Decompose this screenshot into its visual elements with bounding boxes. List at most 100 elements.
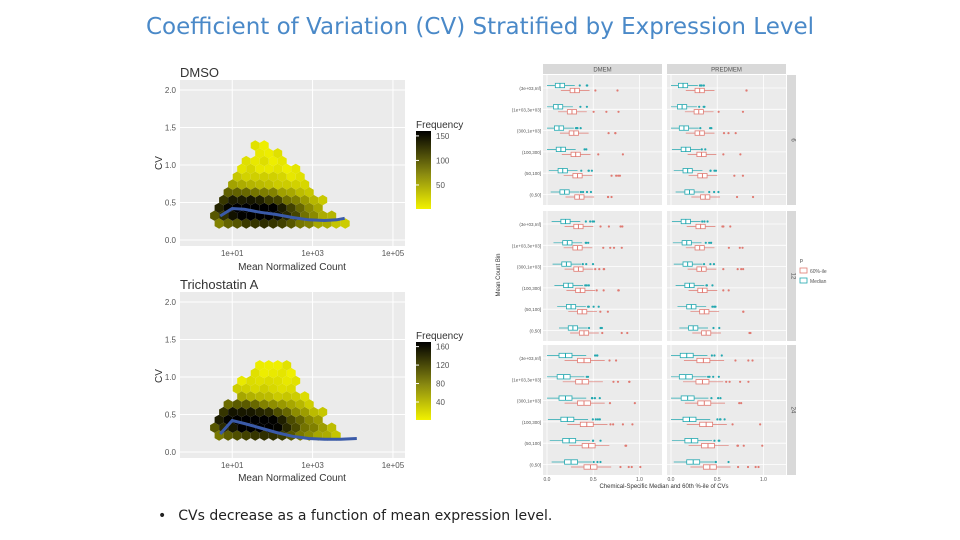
- tsa-hexbin: [241, 383, 251, 394]
- dmso-hexbin: [250, 155, 260, 167]
- tsa-hexbin: [282, 391, 292, 402]
- dmso-hexbin: [268, 171, 278, 182]
- dmso-hexbin: [210, 210, 220, 221]
- tsa-hexbin: [277, 399, 287, 410]
- box-outlier: [720, 354, 723, 357]
- box-outlier: [711, 284, 714, 287]
- boxplot-xtick-label: 0.0: [668, 477, 675, 483]
- tsa-legend-title: Frequency: [416, 331, 463, 342]
- box-outlier: [722, 153, 725, 156]
- tsa-hexbin: [264, 391, 274, 402]
- dmso-hexbin: [295, 187, 305, 198]
- dmso-hexbin: [309, 210, 319, 221]
- tsa-hexbin: [219, 406, 229, 418]
- tsa-hexbin: [246, 375, 256, 387]
- tsa-hexbin: [232, 399, 242, 410]
- bullet-text: CVs decrease as a function of mean expre…: [178, 508, 553, 524]
- tsa-hexbin: [282, 375, 292, 387]
- dmso-hexbin: [304, 202, 314, 214]
- dmso-legend-tick-label: 150: [436, 132, 450, 141]
- dmso-hexbin: [241, 171, 251, 182]
- box-outlier: [733, 174, 736, 177]
- tsa-title: Trichostatin A: [180, 277, 259, 292]
- dmso-hexbin: [277, 155, 287, 167]
- dmso-hexbin: [228, 194, 238, 206]
- box-outlier: [722, 268, 725, 271]
- tsa-hexbin: [295, 399, 305, 410]
- dmso-hexbin: [255, 194, 265, 206]
- box-outlier: [592, 110, 595, 113]
- tsa-ylabel: CV: [154, 369, 165, 383]
- dmso-hexbin: [268, 155, 278, 167]
- box-outlier: [579, 190, 583, 194]
- box-outlier: [585, 284, 588, 287]
- box-outlier: [602, 268, 605, 271]
- dmso-xtick-label: 1e+05: [382, 249, 405, 258]
- box-outlier: [606, 310, 609, 313]
- box-outlier: [616, 380, 620, 383]
- box-outlier: [589, 190, 593, 194]
- dmso-chart: DMSO 0.0 0.5 1.0 1.5 2.0 1e+01 1e+03 1e+05 Mea…: [154, 65, 463, 273]
- box-outlier: [698, 84, 702, 87]
- dmso-hexbin: [286, 171, 296, 182]
- box-outlier: [751, 195, 755, 199]
- box-outlier: [717, 110, 720, 113]
- dmso-hexbin: [277, 218, 287, 229]
- box-outlier: [580, 169, 583, 172]
- dmso-ytick-label: 2.0: [165, 86, 177, 95]
- dmso-hexbin: [295, 171, 305, 182]
- tsa-hexbin: [277, 414, 287, 426]
- boxplot-ytick-label: (100,300]: [522, 150, 541, 155]
- dmso-hexbin: [237, 179, 247, 190]
- box-outlier: [712, 263, 716, 266]
- box-outlier: [587, 241, 590, 244]
- box-outlier: [710, 354, 713, 357]
- tsa-hexbin: [250, 383, 260, 394]
- tsa-xtick-label: 1e+05: [382, 461, 405, 470]
- tsa-hexbin: [255, 391, 265, 402]
- box-outlier: [593, 397, 597, 400]
- box-outlier: [746, 465, 750, 469]
- box-outlier: [714, 460, 717, 464]
- box-outlier: [593, 354, 597, 357]
- box-outlier: [620, 331, 623, 335]
- tsa-hexbin: [228, 406, 238, 418]
- boxplot-xlabel: Chemical-Specific Median and 60th %-ile …: [599, 484, 728, 490]
- tsa-hexbin: [304, 399, 314, 410]
- box-outlier: [608, 359, 611, 362]
- tsa-hexbin: [300, 391, 310, 402]
- box-outlier: [725, 380, 728, 383]
- box-outlier: [607, 225, 610, 228]
- dmso-hexbin: [277, 202, 287, 214]
- row-strip: [787, 211, 796, 341]
- tsa-hexbin: [277, 367, 287, 379]
- box-outlier: [598, 268, 601, 271]
- box-outlier: [630, 465, 633, 469]
- box-outlier: [716, 418, 719, 421]
- box-outlier: [597, 305, 600, 308]
- dmso-hexbin: [273, 163, 283, 175]
- box-outlier: [585, 105, 589, 108]
- box-outlier: [579, 127, 582, 130]
- box-outlier: [584, 220, 587, 223]
- dmso-hexbin: [295, 218, 305, 229]
- dmso-hexbin: [259, 202, 269, 214]
- dmso-ytick-label: 0.5: [165, 199, 177, 208]
- box-outlier: [700, 148, 703, 151]
- tsa-hexbin: [259, 367, 269, 379]
- box-outlier: [587, 169, 590, 172]
- box-outlier: [722, 132, 726, 135]
- dmso-ytick-label: 1.5: [165, 124, 177, 133]
- dmso-xtick-label: 1e+03: [301, 249, 324, 258]
- dmso-hexbin: [237, 210, 247, 221]
- tsa-hexbin: [214, 414, 224, 426]
- box-outlier: [727, 246, 730, 249]
- tsa-hexbin: [250, 367, 260, 379]
- box-outlier: [728, 380, 731, 383]
- box-outlier: [616, 89, 619, 92]
- tsa-hexbin: [268, 367, 278, 379]
- dmso-hexbin: [277, 187, 287, 198]
- boxplot-ytick-label: (3e+03,Inf]: [519, 86, 541, 91]
- facet-bg: [667, 211, 786, 341]
- box-outlier: [599, 225, 602, 228]
